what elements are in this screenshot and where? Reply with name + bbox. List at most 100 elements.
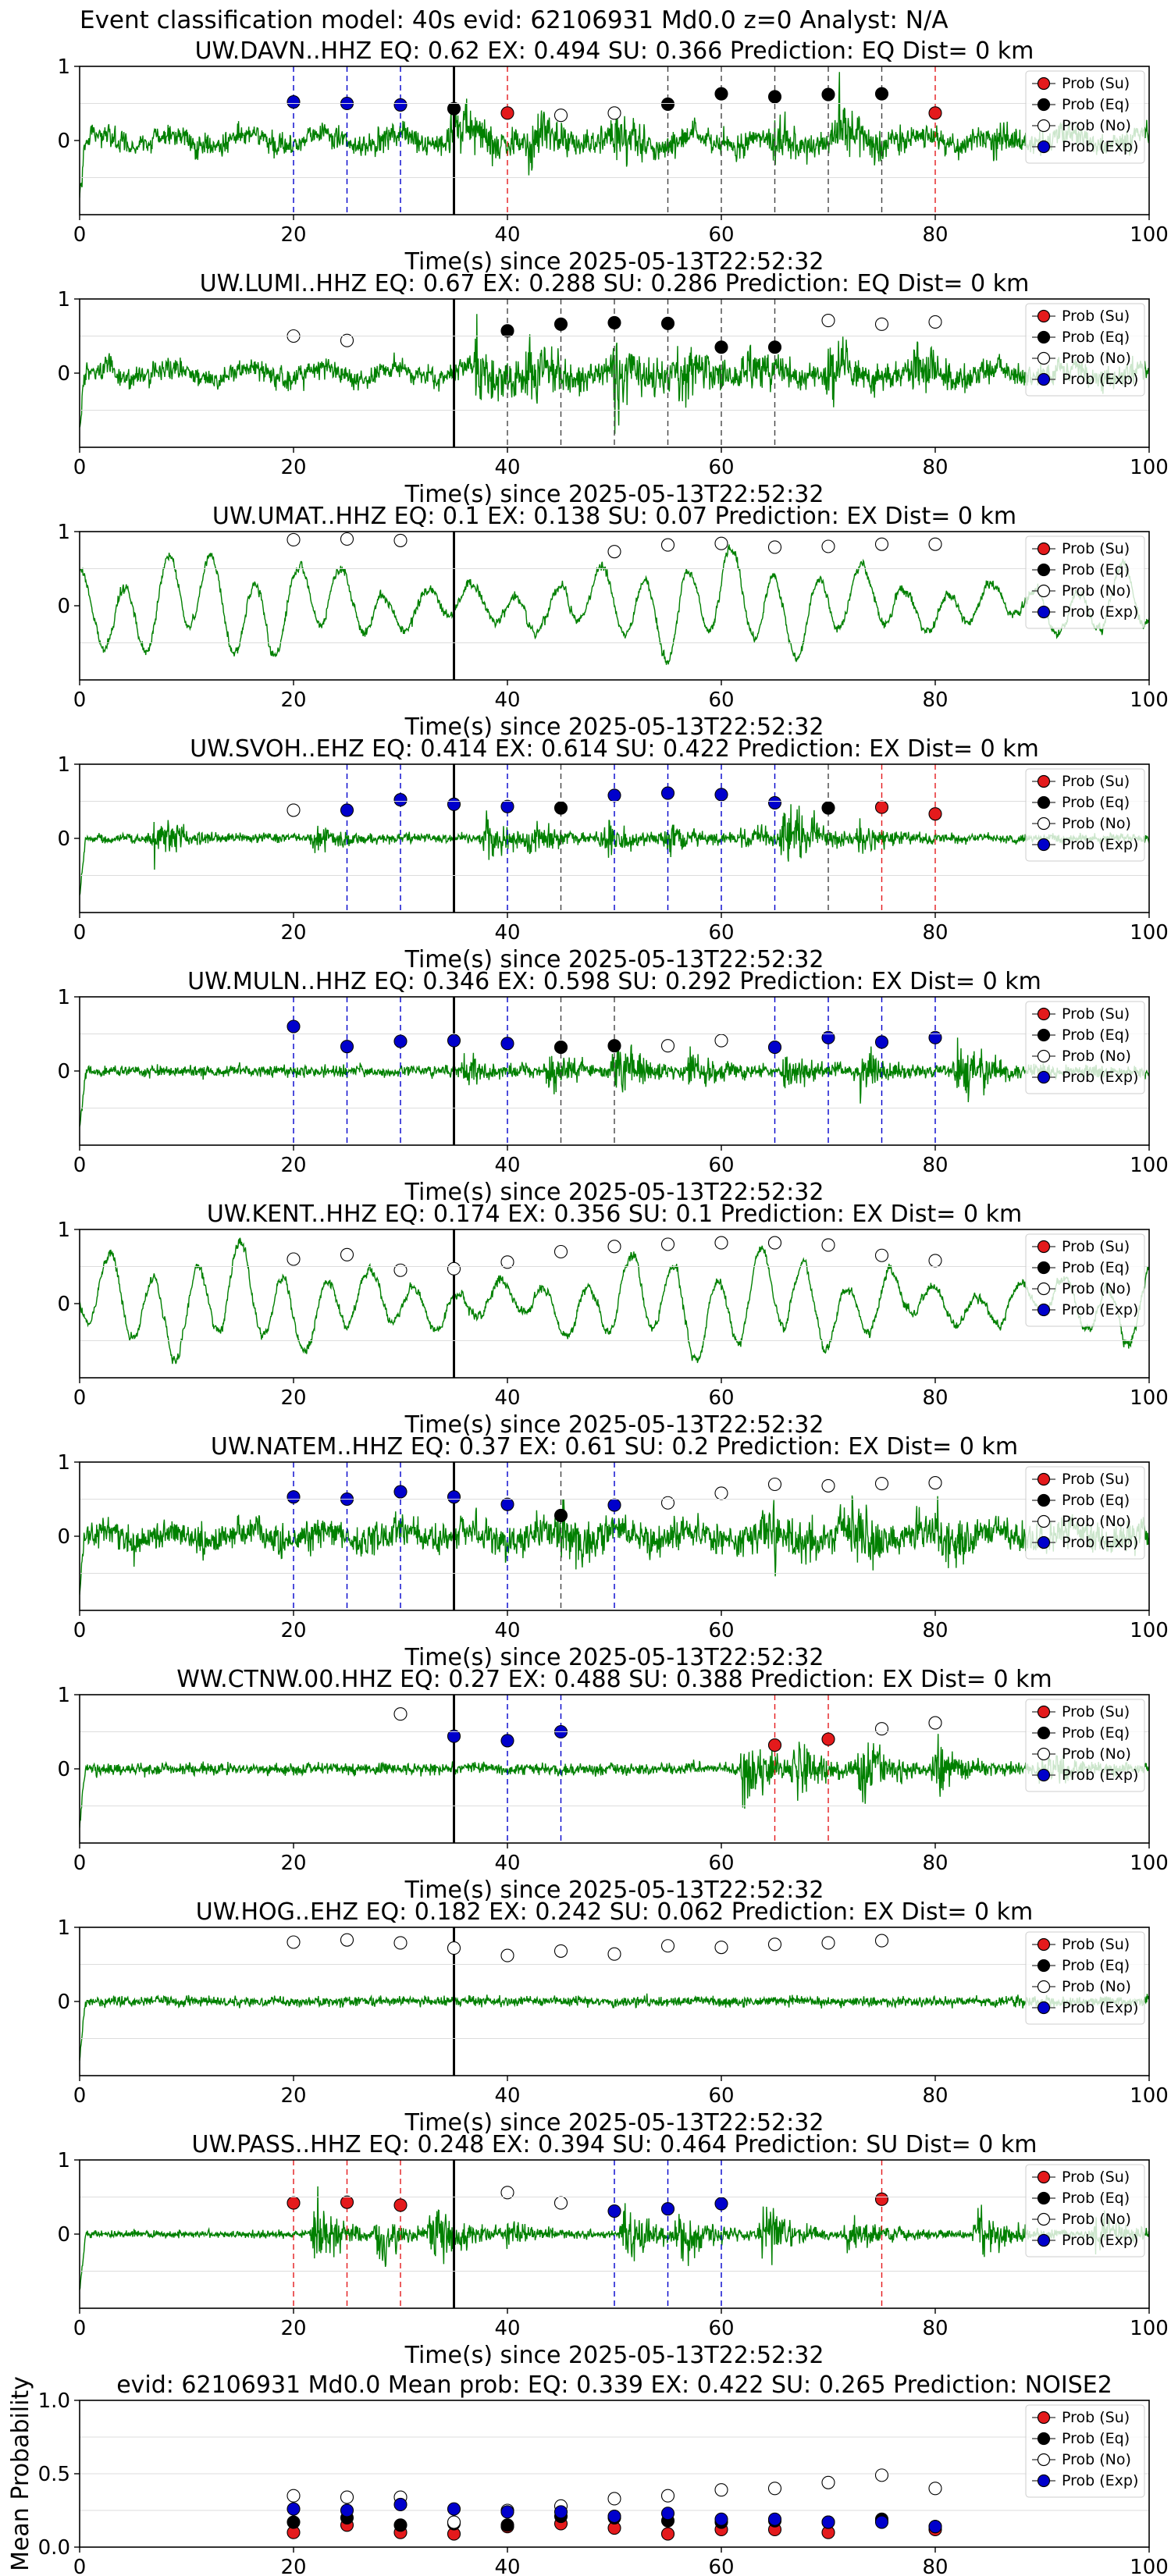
x-tick-label: 80 bbox=[922, 2084, 948, 2108]
panel-title: UW.MULN..HHZ EQ: 0.346 EX: 0.598 SU: 0.2… bbox=[187, 968, 1041, 995]
legend-label-no: Prob (No) bbox=[1062, 815, 1131, 832]
x-axis-label: Time(s) since 2025-05-13T22:52:32 bbox=[404, 2342, 824, 2369]
x-tick-label: 0 bbox=[73, 456, 87, 479]
prob-marker-eq bbox=[553, 317, 568, 331]
prob-marker-exp bbox=[393, 1034, 408, 1048]
waveform-trace bbox=[80, 1495, 1149, 1596]
waveform-trace bbox=[80, 1993, 1149, 2062]
x-tick-label: 0 bbox=[73, 2317, 87, 2340]
legend-marker-su bbox=[1037, 309, 1051, 323]
mean-marker-exp bbox=[767, 2512, 782, 2526]
prob-marker-eq bbox=[874, 87, 889, 101]
x-axis-label: Time(s) since 2025-05-13T22:52:32 bbox=[404, 713, 824, 741]
prob-marker-su bbox=[340, 2195, 354, 2209]
prob-marker-no bbox=[607, 1947, 621, 1961]
y-tick-label: 0 bbox=[57, 595, 70, 618]
y-tick-label: 0 bbox=[57, 1758, 70, 1781]
x-tick-label: 40 bbox=[494, 1852, 520, 1875]
x-tick-label: 80 bbox=[922, 2317, 948, 2340]
station-panel-4: UW.MULN..HHZ EQ: 0.346 EX: 0.598 SU: 0.2… bbox=[57, 968, 1168, 1206]
mean-probability-panel: evid: 62106931 Md0.0 Mean prob: EQ: 0.33… bbox=[7, 2371, 1169, 2576]
prob-marker-no bbox=[928, 315, 942, 329]
legend-label-no: Prob (No) bbox=[1062, 1745, 1131, 1763]
prob-marker-no bbox=[767, 1937, 782, 1952]
prob-marker-eq bbox=[447, 101, 461, 116]
prob-marker-eq bbox=[500, 324, 514, 338]
prob-marker-no bbox=[821, 539, 835, 553]
y-tick-label: 0 bbox=[57, 1060, 70, 1083]
x-tick-label: 60 bbox=[708, 456, 734, 479]
prob-marker-eq bbox=[767, 340, 782, 354]
legend: Prob (Su) Prob (Eq) Prob (No) Prob (Exp) bbox=[1025, 768, 1145, 862]
legend-frame bbox=[1025, 1233, 1145, 1327]
figure-suptitle: Event classification model: 40s evid: 62… bbox=[80, 6, 949, 34]
x-tick-label: 0 bbox=[73, 2084, 87, 2108]
legend-label-eq: Prob (Eq) bbox=[1062, 561, 1130, 578]
y-tick-label: 1.0 bbox=[38, 2389, 70, 2413]
prob-marker-no bbox=[287, 532, 301, 547]
prob-marker-no bbox=[821, 313, 835, 328]
x-tick-label: 80 bbox=[922, 1154, 948, 1177]
legend-marker-no bbox=[1037, 1980, 1051, 1994]
x-axis-label: Time(s) since 2025-05-13T22:52:32 bbox=[404, 248, 824, 276]
legend-label-exp: Prob (Exp) bbox=[1062, 1534, 1138, 1551]
prob-marker-exp bbox=[447, 1034, 461, 1048]
x-tick-label: 60 bbox=[708, 1386, 734, 1410]
legend-label-exp: Prob (Exp) bbox=[1062, 138, 1138, 155]
station-panel-2: UW.UMAT..HHZ EQ: 0.1 EX: 0.138 SU: 0.07 … bbox=[57, 503, 1168, 741]
prob-marker-exp bbox=[393, 793, 408, 807]
prob-marker-no bbox=[714, 1941, 728, 1955]
x-tick-label: 60 bbox=[708, 2317, 734, 2340]
y-tick-label: 0 bbox=[57, 1293, 70, 1316]
x-tick-label: 80 bbox=[922, 688, 948, 712]
legend-label-su: Prob (Su) bbox=[1062, 1703, 1130, 1720]
legend: Prob (Su) Prob (Eq) Prob (No) Prob (Exp) bbox=[1025, 303, 1145, 397]
prob-marker-exp bbox=[500, 1734, 514, 1748]
station-panel-5: UW.KENT..HHZ EQ: 0.174 EX: 0.356 SU: 0.1… bbox=[57, 1201, 1168, 1439]
x-tick-label: 0 bbox=[73, 2556, 87, 2576]
legend-label-no: Prob (No) bbox=[1062, 2451, 1131, 2468]
waveform-trace bbox=[80, 2186, 1149, 2290]
x-tick-label: 100 bbox=[1130, 1619, 1169, 1642]
legend-marker-exp bbox=[1037, 2233, 1051, 2247]
legend-marker-exp bbox=[1037, 1070, 1051, 1084]
prob-marker-no bbox=[607, 545, 621, 559]
prob-marker-su bbox=[287, 2196, 301, 2210]
prob-marker-no bbox=[393, 533, 408, 547]
x-tick-label: 60 bbox=[708, 1619, 734, 1642]
x-axis-label: Time(s) since 2025-05-13T22:52:32 bbox=[404, 1644, 824, 1671]
mean-marker-no bbox=[928, 2482, 942, 2496]
prob-marker-no bbox=[287, 803, 301, 817]
x-axis-label: Time(s) since 2025-05-13T22:52:32 bbox=[404, 481, 824, 508]
prob-marker-su bbox=[500, 106, 514, 120]
prob-marker-no bbox=[928, 1476, 942, 1490]
legend-marker-su bbox=[1037, 1705, 1051, 1719]
station-panel-9: UW.PASS..HHZ EQ: 0.248 EX: 0.394 SU: 0.4… bbox=[57, 2131, 1168, 2369]
legend-marker-eq bbox=[1037, 2191, 1051, 2205]
legend: Prob (Su) Prob (Eq) Prob (No) Prob (Exp) bbox=[1025, 1699, 1145, 1792]
prob-marker-no bbox=[767, 540, 782, 554]
legend-label-su: Prob (Su) bbox=[1062, 540, 1130, 557]
panel-title: UW.UMAT..HHZ EQ: 0.1 EX: 0.138 SU: 0.07 … bbox=[212, 503, 1016, 530]
legend-label-eq: Prob (Eq) bbox=[1062, 329, 1130, 346]
legend-frame bbox=[1025, 303, 1145, 397]
legend-marker-exp bbox=[1037, 1303, 1051, 1317]
x-tick-label: 0 bbox=[73, 921, 87, 945]
prob-marker-exp bbox=[874, 1035, 889, 1049]
x-tick-label: 0 bbox=[73, 1619, 87, 1642]
legend-label-su: Prob (Su) bbox=[1062, 773, 1130, 790]
legend-marker-exp bbox=[1037, 838, 1051, 852]
prob-marker-no bbox=[660, 1939, 675, 1953]
y-tick-label: 1 bbox=[57, 521, 70, 544]
legend: Prob (Su) Prob (Eq) Prob (No) Prob (Exp) bbox=[1025, 535, 1145, 629]
station-panel-7: WW.CTNW.00.HHZ EQ: 0.27 EX: 0.488 SU: 0.… bbox=[57, 1666, 1168, 1904]
prob-marker-no bbox=[714, 1486, 728, 1500]
legend-label-su: Prob (Su) bbox=[1062, 75, 1130, 92]
legend-frame bbox=[1025, 70, 1145, 164]
legend-marker-eq bbox=[1037, 795, 1051, 809]
waveform-group bbox=[80, 2186, 1149, 2290]
legend: Prob (Su) Prob (Eq) Prob (No) Prob (Exp) bbox=[1025, 1001, 1145, 1094]
panel-title: UW.DAVN..HHZ EQ: 0.62 EX: 0.494 SU: 0.36… bbox=[195, 37, 1034, 65]
legend-frame bbox=[1025, 1466, 1145, 1560]
x-tick-label: 40 bbox=[494, 2084, 520, 2108]
